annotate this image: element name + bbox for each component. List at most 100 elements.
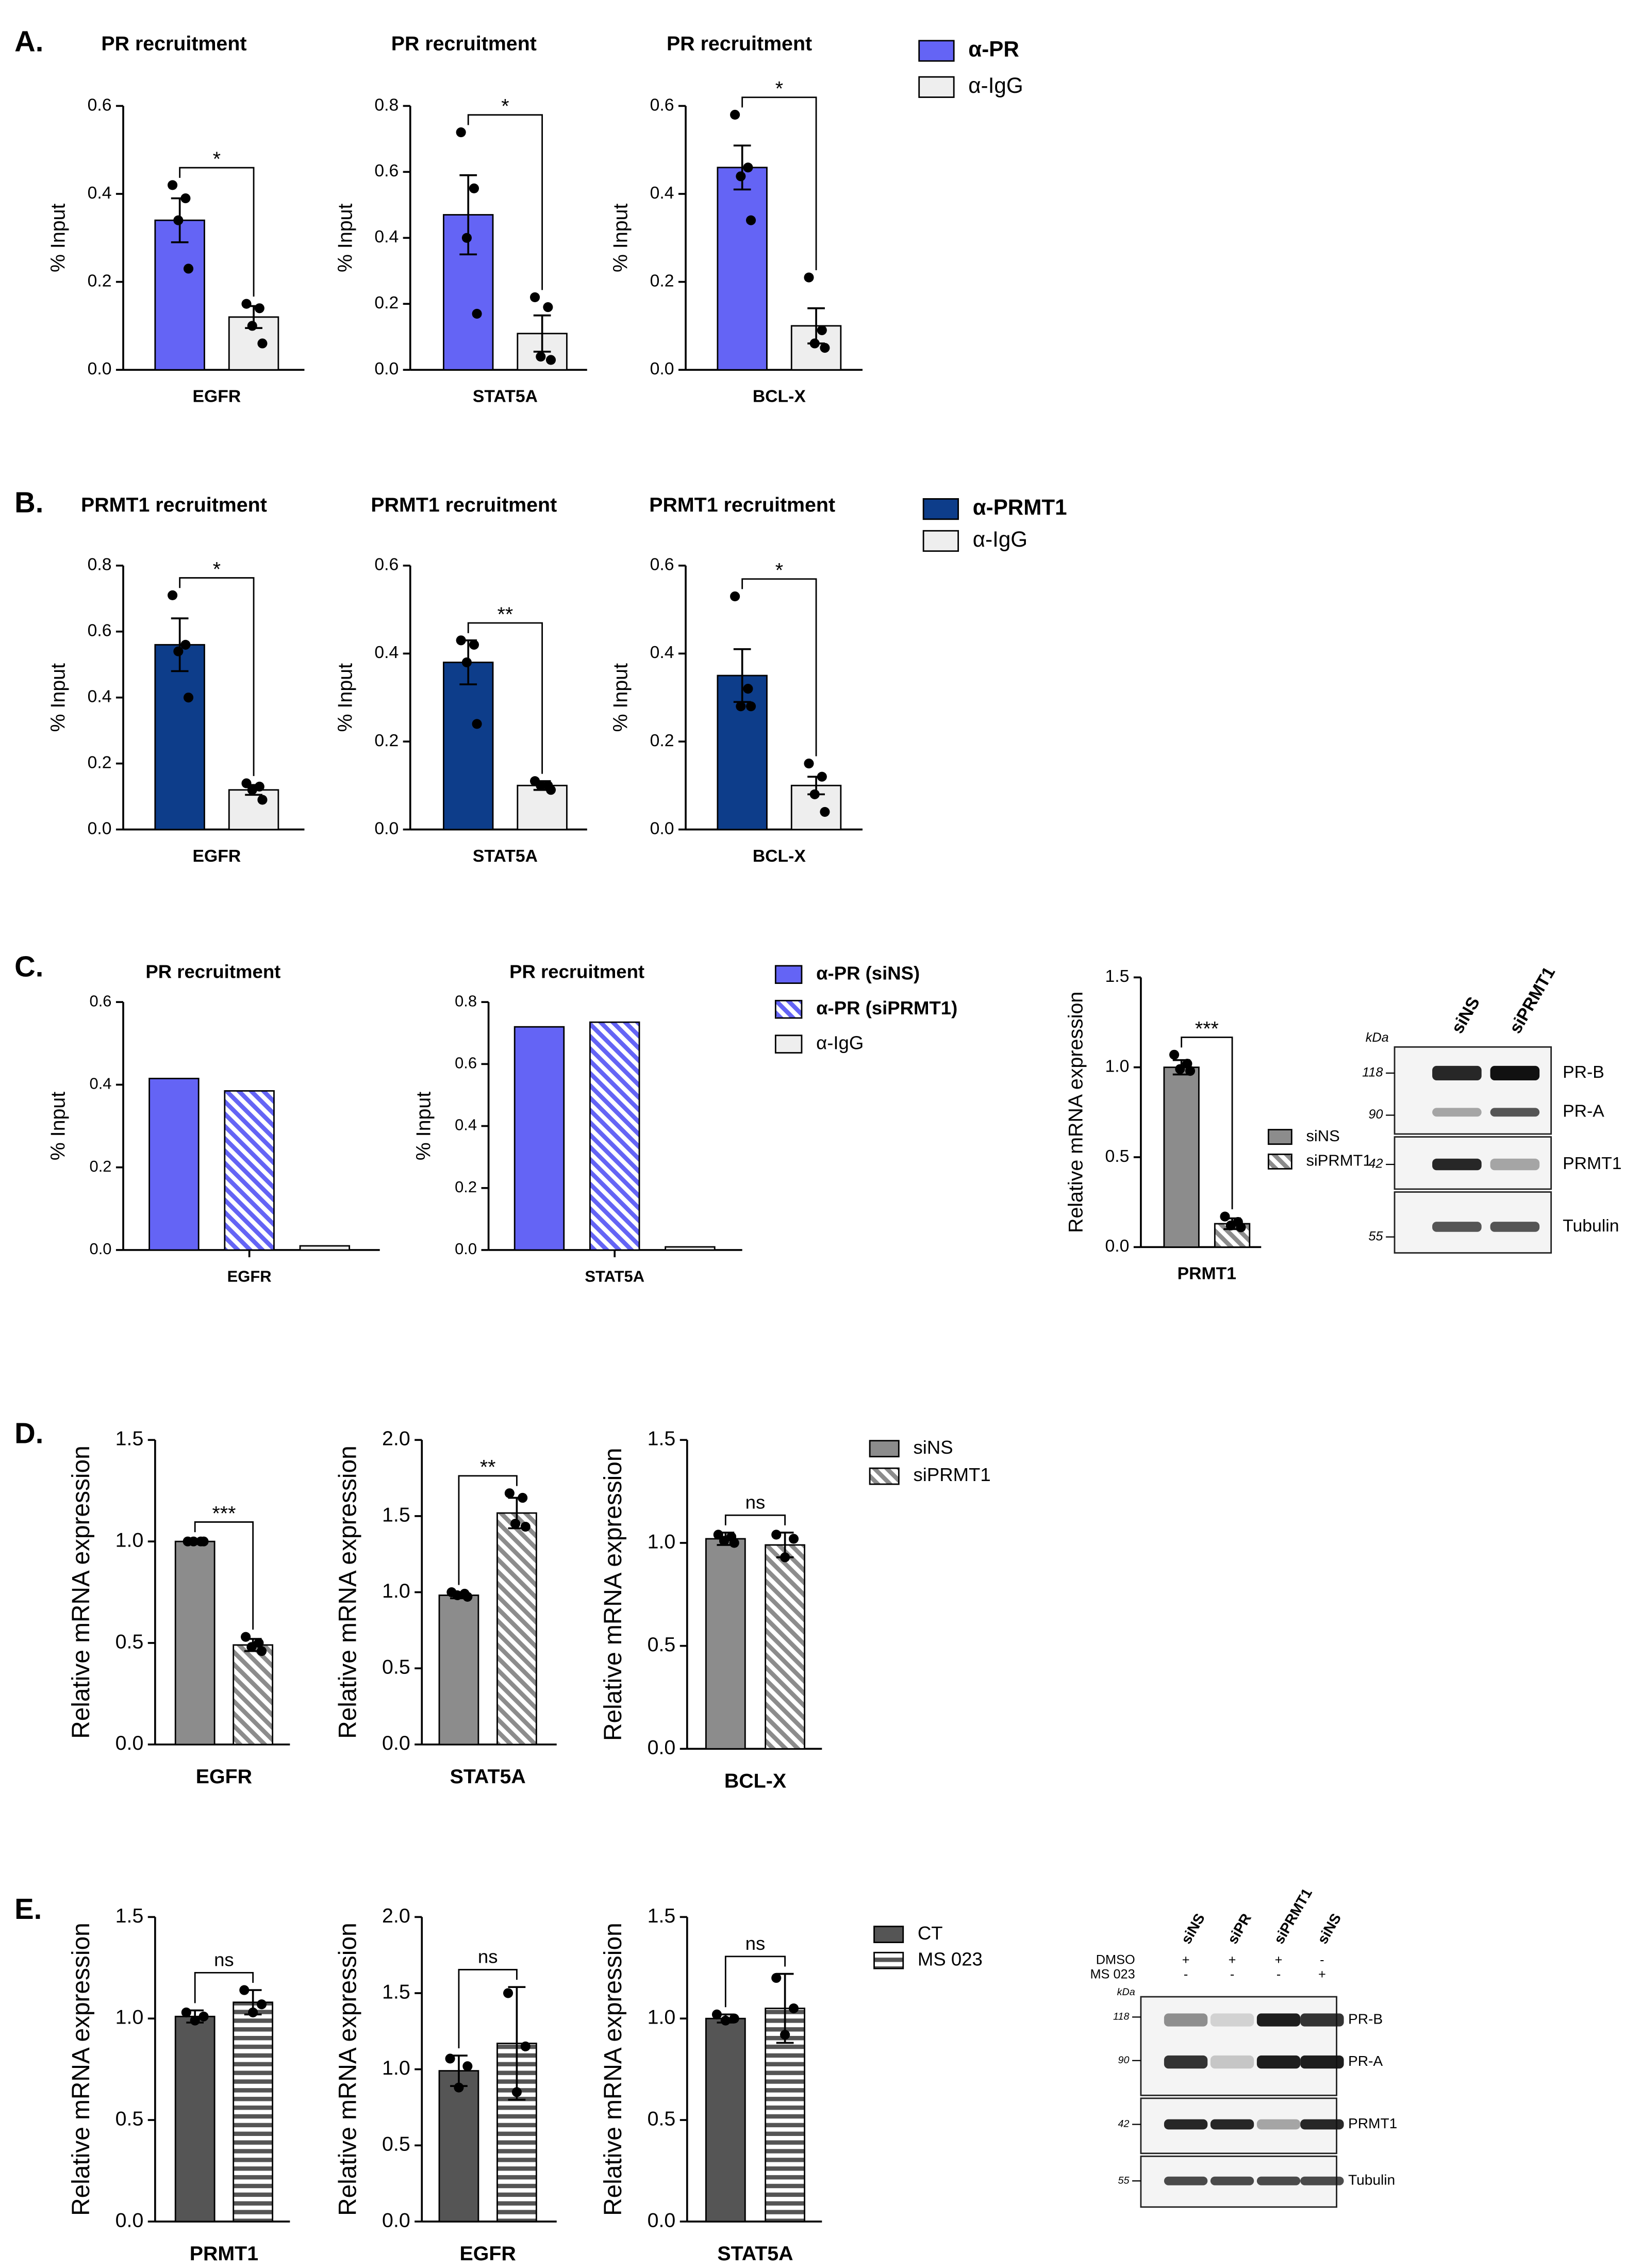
x-tick-label: BCL-X xyxy=(724,1769,786,1792)
y-axis-label: % Input xyxy=(47,1092,70,1161)
y-tick-label: 0.5 xyxy=(382,2133,410,2156)
significance-bracket xyxy=(458,1969,518,2049)
legend-label: siNS xyxy=(913,1437,953,1458)
blot-band xyxy=(1490,1108,1540,1117)
treatment-sign: - xyxy=(1184,1967,1188,1982)
blot-band xyxy=(1164,2119,1208,2130)
data-point xyxy=(173,646,184,656)
data-point xyxy=(168,590,178,600)
data-point xyxy=(771,1530,782,1540)
data-point xyxy=(462,2061,473,2072)
chart-title: PRMT1 recruitment xyxy=(81,494,267,516)
panel-label: A. xyxy=(14,25,43,57)
data-point xyxy=(247,785,257,795)
y-axis-label: Relative mRNA expression xyxy=(334,1922,361,2215)
significance-bracket xyxy=(194,1971,254,2003)
blot-band xyxy=(1432,1222,1482,1232)
data-point xyxy=(545,785,556,795)
blot-band xyxy=(1300,2055,1344,2069)
data-point xyxy=(1185,1066,1196,1076)
y-tick-label: 0.2 xyxy=(374,293,399,313)
x-tick-label: EGFR xyxy=(227,1268,272,1286)
legend-swatch xyxy=(873,1926,904,1944)
y-tick-label: 0.2 xyxy=(374,731,399,750)
significance-bracket xyxy=(458,1475,518,1585)
band-label: PR-B xyxy=(1348,2011,1383,2027)
data-point xyxy=(1169,1049,1180,1060)
y-tick-label: 1.0 xyxy=(1105,1057,1130,1076)
data-point xyxy=(256,1999,267,2010)
data-point xyxy=(180,639,191,650)
significance-bracket xyxy=(724,1955,786,2008)
legend-label: α-PRMT1 xyxy=(973,495,1067,519)
blot-band xyxy=(1432,1158,1482,1171)
treatment-sign: - xyxy=(1320,1952,1324,1967)
significance-bracket xyxy=(467,114,543,290)
data-point xyxy=(168,180,178,190)
y-tick-label: 1.0 xyxy=(648,2006,676,2029)
bar xyxy=(224,1090,275,1251)
y-tick-label: 0.5 xyxy=(115,1630,144,1653)
y-axis-label: Relative mRNA expression xyxy=(68,1445,95,1738)
bar xyxy=(589,1021,640,1251)
band-label: PRMT1 xyxy=(1348,2115,1397,2131)
blot-band xyxy=(1490,1222,1540,1232)
treatment-sign: + xyxy=(1318,1967,1326,1982)
data-point xyxy=(745,215,756,225)
data-point xyxy=(173,215,184,225)
data-point xyxy=(183,693,194,703)
data-point xyxy=(472,308,482,319)
significance-bracket xyxy=(179,577,255,776)
x-tick-label: EGFR xyxy=(193,846,241,866)
y-tick-label: 0.6 xyxy=(650,95,674,114)
legend-swatch xyxy=(774,965,803,984)
y-tick-label: 1.5 xyxy=(648,1904,676,1927)
y-tick-label: 0.0 xyxy=(88,818,112,838)
blot-band xyxy=(1210,2013,1254,2027)
legend-label: α-IgG xyxy=(973,527,1027,551)
data-point xyxy=(445,2053,455,2064)
treatment-sign: + xyxy=(1229,1952,1236,1967)
blot-band xyxy=(1300,2013,1344,2027)
chart-title: PRMT1 recruitment xyxy=(649,494,835,516)
panel-label: E. xyxy=(14,1893,42,1925)
bar xyxy=(513,1026,565,1251)
y-tick-label: 0.0 xyxy=(648,1736,676,1759)
data-point xyxy=(180,193,191,204)
legend-swatch xyxy=(774,1034,803,1054)
x-tick-label: PRMT1 xyxy=(190,2242,258,2265)
data-point xyxy=(520,2041,531,2051)
data-point xyxy=(530,292,540,302)
marker-label: 90 xyxy=(1368,1107,1383,1122)
data-point xyxy=(257,795,268,805)
x-tick-label: EGFR xyxy=(196,1765,252,1788)
bar xyxy=(148,1077,200,1251)
x-tick-label: STAT5A xyxy=(585,1268,644,1286)
data-point xyxy=(809,789,820,799)
bar xyxy=(174,1540,216,1746)
y-tick-label: 0.5 xyxy=(115,2107,144,2130)
y-tick-label: 0.4 xyxy=(90,1075,112,1093)
y-tick-label: 0.0 xyxy=(650,818,674,838)
data-point xyxy=(181,2007,191,2017)
y-axis-label: Relative mRNA expression xyxy=(68,1922,95,2215)
data-point xyxy=(183,264,194,274)
data-point xyxy=(257,338,268,349)
significance-label: ** xyxy=(480,1456,496,1478)
x-tick-label: EGFR xyxy=(193,386,241,406)
legend-label: siPRMT1 xyxy=(913,1464,990,1485)
blot-band xyxy=(1256,2013,1301,2027)
error-bar xyxy=(733,144,751,191)
kda-label: kDa xyxy=(1117,1986,1135,1998)
y-tick-label: 0.0 xyxy=(650,359,674,379)
bar xyxy=(705,2017,746,2223)
y-tick-label: 1.5 xyxy=(1105,966,1130,986)
y-tick-label: 0.0 xyxy=(455,1240,477,1258)
data-point xyxy=(469,183,479,193)
significance-label: * xyxy=(501,95,509,118)
data-point xyxy=(711,2009,722,2019)
y-tick-label: 0.2 xyxy=(650,731,674,750)
bar xyxy=(1163,1066,1200,1248)
data-point xyxy=(239,1985,250,1995)
error-bar xyxy=(508,1986,526,2101)
